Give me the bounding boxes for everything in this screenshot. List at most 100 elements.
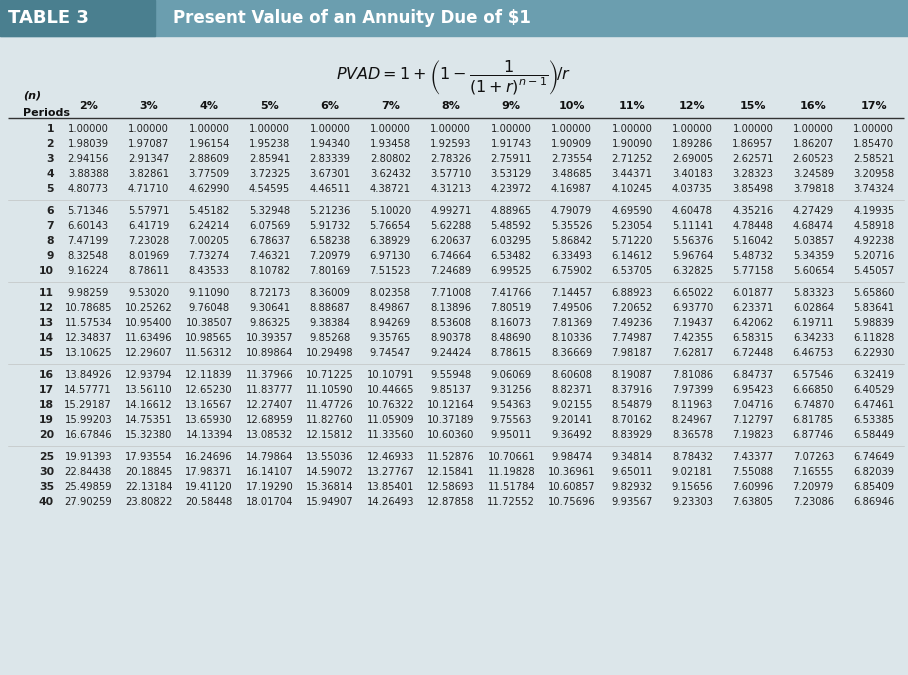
- Text: 5.76654: 5.76654: [370, 221, 411, 232]
- Text: 12.29607: 12.29607: [124, 348, 173, 358]
- Text: 7.12797: 7.12797: [732, 415, 774, 425]
- Text: 9.85137: 9.85137: [430, 385, 471, 395]
- Text: 10.70661: 10.70661: [488, 452, 535, 462]
- Text: 9.74547: 9.74547: [370, 348, 411, 358]
- Text: 7.14457: 7.14457: [551, 288, 592, 298]
- Text: 1.95238: 1.95238: [249, 139, 291, 149]
- Text: 3.85498: 3.85498: [733, 184, 774, 194]
- Text: 9.82932: 9.82932: [611, 482, 653, 492]
- Text: 5.83641: 5.83641: [854, 303, 894, 313]
- Text: 4.54595: 4.54595: [249, 184, 291, 194]
- Text: 4.60478: 4.60478: [672, 207, 713, 217]
- Text: 8.19087: 8.19087: [611, 371, 653, 381]
- Text: 8.94269: 8.94269: [370, 318, 411, 328]
- Text: 14.13394: 14.13394: [185, 429, 232, 439]
- Text: 6.93770: 6.93770: [672, 303, 713, 313]
- Text: 9.95011: 9.95011: [490, 429, 532, 439]
- Text: 13.08532: 13.08532: [246, 429, 293, 439]
- Text: 3.67301: 3.67301: [310, 169, 350, 179]
- Text: 7.74987: 7.74987: [611, 333, 653, 343]
- Text: 6.84737: 6.84737: [733, 371, 774, 381]
- Text: 2.91347: 2.91347: [128, 154, 169, 164]
- Text: 10.98565: 10.98565: [185, 333, 232, 343]
- Text: 8.60608: 8.60608: [551, 371, 592, 381]
- Text: 7.49506: 7.49506: [551, 303, 592, 313]
- Text: 8.49867: 8.49867: [370, 303, 411, 313]
- Text: 5.96764: 5.96764: [672, 251, 713, 261]
- Text: 6.66850: 6.66850: [793, 385, 834, 395]
- Text: 8.83929: 8.83929: [611, 429, 653, 439]
- Text: 22.84438: 22.84438: [64, 467, 112, 477]
- Text: 6.38929: 6.38929: [370, 236, 411, 246]
- Text: 19.91393: 19.91393: [64, 452, 112, 462]
- Text: 8.16073: 8.16073: [490, 318, 532, 328]
- Text: 6.02864: 6.02864: [793, 303, 834, 313]
- Text: (n): (n): [23, 90, 41, 100]
- Text: 7.46321: 7.46321: [249, 251, 291, 261]
- Text: 2.78326: 2.78326: [430, 154, 471, 164]
- Text: 6.14612: 6.14612: [611, 251, 653, 261]
- Text: 5.32948: 5.32948: [249, 207, 290, 217]
- Text: 18: 18: [39, 400, 54, 410]
- Text: 4.99271: 4.99271: [430, 207, 471, 217]
- Text: 4.10245: 4.10245: [611, 184, 653, 194]
- Text: 25.49859: 25.49859: [64, 482, 112, 492]
- Text: 4.38721: 4.38721: [370, 184, 411, 194]
- Text: 5.98839: 5.98839: [854, 318, 894, 328]
- Text: 11.52876: 11.52876: [427, 452, 475, 462]
- Text: 5.10020: 5.10020: [370, 207, 411, 217]
- Text: 9.02181: 9.02181: [672, 467, 713, 477]
- Text: 13.56110: 13.56110: [124, 385, 173, 395]
- Text: 30: 30: [39, 467, 54, 477]
- Text: 9.02155: 9.02155: [551, 400, 592, 410]
- Text: 10.60857: 10.60857: [548, 482, 596, 492]
- Text: 5.45182: 5.45182: [189, 207, 230, 217]
- Text: 4%: 4%: [200, 101, 219, 111]
- Text: 4.19935: 4.19935: [854, 207, 894, 217]
- Text: 4.79079: 4.79079: [551, 207, 592, 217]
- Text: 8.10336: 8.10336: [551, 333, 592, 343]
- Text: 3.24589: 3.24589: [793, 169, 834, 179]
- Text: 17.19290: 17.19290: [246, 482, 293, 492]
- Text: 15.94907: 15.94907: [306, 497, 354, 507]
- Text: 9.76048: 9.76048: [189, 303, 230, 313]
- Text: 1.97087: 1.97087: [128, 139, 169, 149]
- Text: 1.00000: 1.00000: [310, 124, 350, 134]
- Text: 14.26493: 14.26493: [367, 497, 414, 507]
- Text: 8.78611: 8.78611: [128, 265, 169, 275]
- Text: 15.36814: 15.36814: [306, 482, 354, 492]
- Text: 3.28323: 3.28323: [733, 169, 774, 179]
- Text: 7.19437: 7.19437: [672, 318, 713, 328]
- Text: 8.11963: 8.11963: [672, 400, 713, 410]
- Text: 1.00000: 1.00000: [189, 124, 230, 134]
- Text: 8.54879: 8.54879: [611, 400, 653, 410]
- Text: 8.36669: 8.36669: [551, 348, 592, 358]
- Text: 4.46511: 4.46511: [310, 184, 350, 194]
- Text: 1.00000: 1.00000: [68, 124, 109, 134]
- Text: 7.63805: 7.63805: [733, 497, 774, 507]
- Text: 4.35216: 4.35216: [733, 207, 774, 217]
- Text: 7.97399: 7.97399: [672, 385, 713, 395]
- Text: 11.57534: 11.57534: [64, 318, 112, 328]
- Text: 6.32825: 6.32825: [672, 265, 713, 275]
- Text: 9.34814: 9.34814: [612, 452, 653, 462]
- Text: 5.83323: 5.83323: [793, 288, 834, 298]
- Text: 5.20716: 5.20716: [854, 251, 894, 261]
- Text: 1.98039: 1.98039: [68, 139, 109, 149]
- Text: 10.60360: 10.60360: [427, 429, 475, 439]
- Text: 6: 6: [46, 207, 54, 217]
- Text: 7.24689: 7.24689: [430, 265, 471, 275]
- Text: 3.88388: 3.88388: [68, 169, 109, 179]
- Text: 4.58918: 4.58918: [854, 221, 894, 232]
- Text: 9.65011: 9.65011: [611, 467, 653, 477]
- Text: 5.57971: 5.57971: [128, 207, 170, 217]
- Text: 1.00000: 1.00000: [672, 124, 713, 134]
- Text: 1.00000: 1.00000: [854, 124, 894, 134]
- Text: 7.51523: 7.51523: [370, 265, 411, 275]
- Text: 15: 15: [39, 348, 54, 358]
- Text: $PVAD = 1 + \left(1 - \dfrac{1}{(1 + r)^{n-1}}\right)\!/r$: $PVAD = 1 + \left(1 - \dfrac{1}{(1 + r)^…: [337, 59, 571, 97]
- Text: 5.34359: 5.34359: [793, 251, 834, 261]
- Text: 13.27767: 13.27767: [367, 467, 414, 477]
- Text: 9.16224: 9.16224: [67, 265, 109, 275]
- Text: 5.03857: 5.03857: [793, 236, 834, 246]
